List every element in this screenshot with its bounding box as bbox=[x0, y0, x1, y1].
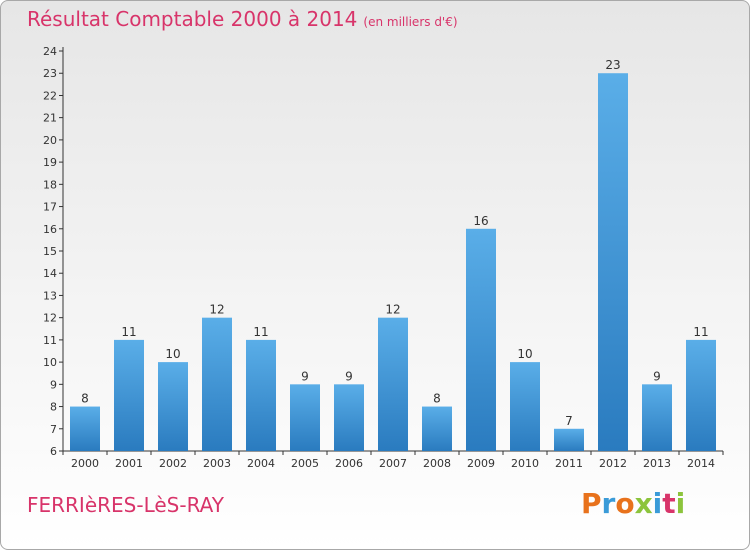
bar-2013 bbox=[642, 384, 672, 451]
bar-2014 bbox=[686, 339, 716, 451]
y-tick-label: 7 bbox=[50, 423, 57, 436]
chart-bars bbox=[70, 73, 716, 451]
value-label: 11 bbox=[693, 325, 708, 339]
value-label: 11 bbox=[253, 325, 268, 339]
x-tick-label: 2012 bbox=[599, 457, 627, 470]
x-tick-label: 2011 bbox=[555, 457, 583, 470]
bar-2012 bbox=[598, 73, 628, 451]
y-tick-label: 23 bbox=[43, 67, 57, 80]
y-tick-label: 15 bbox=[43, 245, 57, 258]
value-label: 9 bbox=[301, 369, 309, 383]
bar-2011 bbox=[554, 428, 584, 451]
bar-2008 bbox=[422, 406, 452, 451]
bar-2005 bbox=[290, 384, 320, 451]
x-tick-label: 2001 bbox=[115, 457, 143, 470]
x-tick-label: 2014 bbox=[687, 457, 715, 470]
y-tick-label: 16 bbox=[43, 223, 57, 236]
value-label: 8 bbox=[433, 392, 441, 406]
x-tick-label: 2008 bbox=[423, 457, 451, 470]
bar-2003 bbox=[202, 317, 232, 451]
logo-letter: t bbox=[662, 487, 676, 520]
x-tick-label: 2009 bbox=[467, 457, 495, 470]
logo-letter: x bbox=[634, 487, 653, 520]
value-label: 10 bbox=[517, 347, 532, 361]
bar-2000 bbox=[70, 406, 100, 451]
value-label: 16 bbox=[473, 214, 488, 228]
logo-letter: o bbox=[615, 487, 635, 520]
title-text: Résultat Comptable 2000 à 2014 bbox=[27, 7, 358, 31]
y-tick-label: 20 bbox=[43, 134, 57, 147]
y-tick-label: 10 bbox=[43, 356, 57, 369]
bar-2002 bbox=[158, 362, 188, 451]
y-tick-label: 24 bbox=[43, 45, 57, 58]
y-tick-label: 9 bbox=[50, 378, 57, 391]
chart-axes: 6 7 8 9 10 11 12 13 14 15 16 17 18 19 20 21 22 23 24 bbox=[43, 45, 724, 458]
title-unit: (en milliers d'€) bbox=[363, 15, 458, 29]
value-label: 7 bbox=[565, 414, 573, 428]
value-label: 11 bbox=[121, 325, 136, 339]
y-tick-label: 12 bbox=[43, 312, 57, 325]
bar-2010 bbox=[510, 362, 540, 451]
location-name: FERRIèRES-LèS-RAY bbox=[27, 493, 225, 517]
chart-title: Résultat Comptable 2000 à 2014 (en millie… bbox=[27, 7, 458, 31]
x-tick-label: 2003 bbox=[203, 457, 231, 470]
y-tick-label: 11 bbox=[43, 334, 57, 347]
y-tick-label: 8 bbox=[50, 401, 57, 414]
value-label: 23 bbox=[605, 58, 620, 72]
x-tick-label: 2007 bbox=[379, 457, 407, 470]
bar-2006 bbox=[334, 384, 364, 451]
x-tick-label: 2006 bbox=[335, 457, 363, 470]
value-label: 10 bbox=[165, 347, 180, 361]
y-tick-label: 17 bbox=[43, 201, 57, 214]
x-tick-label: 2010 bbox=[511, 457, 539, 470]
x-tick-label: 2005 bbox=[291, 457, 319, 470]
y-tick-label: 22 bbox=[43, 89, 57, 102]
chart-labels: 2000 8 2001 11 2002 10 2003 12 2004 11 2005 9 2006 9 2… bbox=[71, 58, 715, 470]
y-tick-label: 13 bbox=[43, 289, 57, 302]
bar-2004 bbox=[246, 339, 276, 451]
bar-2007 bbox=[378, 317, 408, 451]
y-tick-label: 21 bbox=[43, 112, 57, 125]
value-label: 12 bbox=[385, 303, 400, 317]
value-label: 9 bbox=[345, 369, 353, 383]
x-tick-label: 2000 bbox=[71, 457, 99, 470]
bar-2001 bbox=[114, 339, 144, 451]
x-tick-label: 2004 bbox=[247, 457, 275, 470]
value-label: 12 bbox=[209, 303, 224, 317]
logo-letter: r bbox=[601, 487, 616, 520]
logo-letter: i bbox=[652, 487, 663, 520]
value-label: 8 bbox=[81, 392, 89, 406]
y-tick-label: 18 bbox=[43, 178, 57, 191]
value-label: 9 bbox=[653, 369, 661, 383]
x-tick-label: 2002 bbox=[159, 457, 187, 470]
logo-letter: P bbox=[581, 487, 602, 520]
proxiti-logo: Proxiti bbox=[581, 487, 685, 520]
y-tick-label: 6 bbox=[50, 445, 57, 458]
y-tick-label: 14 bbox=[43, 267, 57, 280]
logo-letter: i bbox=[675, 487, 686, 520]
x-tick-label: 2013 bbox=[643, 457, 671, 470]
bar-2009 bbox=[466, 228, 496, 451]
y-tick-label: 19 bbox=[43, 156, 57, 169]
